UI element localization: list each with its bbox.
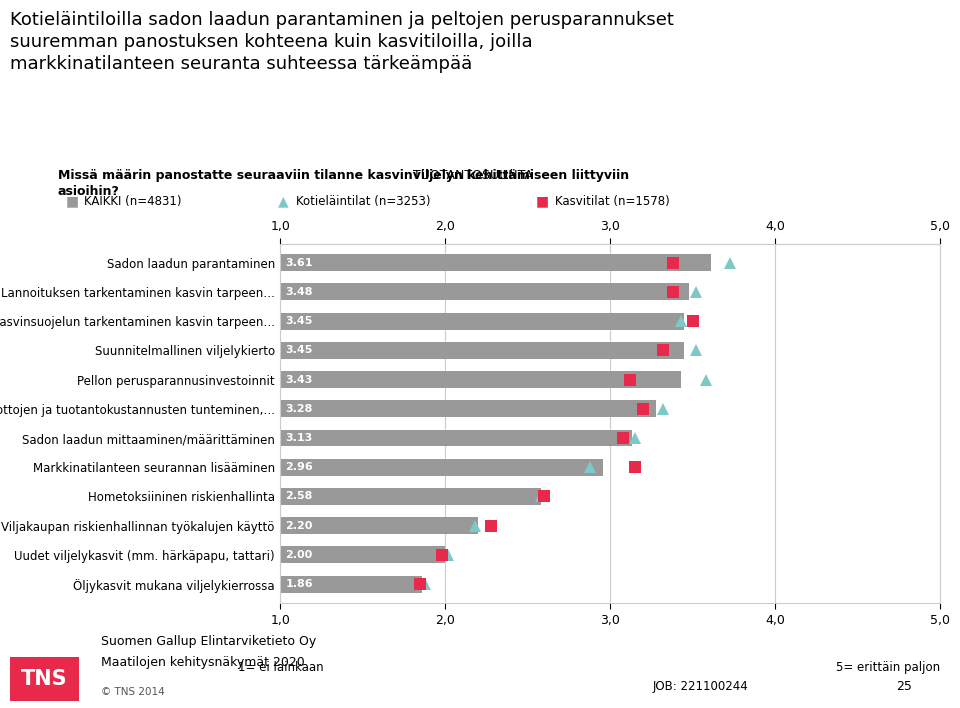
Bar (280, 576, 422, 593)
Text: Kotieläintiloilla sadon laadun parantaminen ja peltojen perusparannukset
suuremm: Kotieläintiloilla sadon laadun parantami… (10, 11, 674, 73)
Text: 1.86: 1.86 (285, 579, 313, 589)
Bar (280, 312, 684, 329)
Text: JOB: 221100244: JOB: 221100244 (653, 680, 749, 693)
Text: ■: ■ (536, 195, 549, 209)
Text: 2.96: 2.96 (285, 462, 313, 472)
Text: 1= ei lainkaan: 1= ei lainkaan (237, 661, 324, 674)
Text: 2.00: 2.00 (285, 550, 313, 560)
Text: Suomen Gallup Elintarviketieto Oy: Suomen Gallup Elintarviketieto Oy (101, 635, 316, 648)
Text: Missä määrin panostatte seuraaviin tilanne kasvinviljelyn kehittämiseen liittyvi: Missä määrin panostatte seuraaviin tilan… (58, 169, 629, 198)
Bar (280, 371, 681, 388)
Bar (280, 283, 689, 300)
Text: © TNS 2014: © TNS 2014 (101, 687, 164, 697)
Text: TUOTANTOSUUNTA: TUOTANTOSUUNTA (413, 169, 533, 181)
Text: 3.45: 3.45 (285, 346, 313, 355)
Text: 3.28: 3.28 (285, 404, 313, 413)
Text: 3.43: 3.43 (285, 375, 313, 384)
Bar (280, 459, 604, 476)
Bar (280, 342, 684, 359)
Bar (280, 430, 632, 447)
Text: Maatilojen kehitysnäkymät 2020: Maatilojen kehitysnäkymät 2020 (101, 656, 304, 669)
Text: 3.48: 3.48 (285, 287, 313, 297)
Text: Kotieläintilat (n=3253): Kotieläintilat (n=3253) (296, 195, 430, 208)
Text: KAIKKI (n=4831): KAIKKI (n=4831) (84, 195, 182, 208)
Bar (280, 518, 478, 535)
Text: 3.45: 3.45 (285, 316, 313, 326)
Text: ▲: ▲ (277, 195, 289, 209)
Bar (280, 254, 710, 271)
Text: 3.13: 3.13 (285, 433, 313, 443)
Text: Kasvitilat (n=1578): Kasvitilat (n=1578) (555, 195, 670, 208)
Bar (280, 547, 445, 564)
Text: ■: ■ (65, 195, 79, 209)
Bar (280, 488, 540, 505)
Text: 3.61: 3.61 (285, 258, 313, 268)
Bar (280, 400, 657, 417)
Text: 5= erittäin paljon: 5= erittäin paljon (836, 661, 940, 674)
Text: 25: 25 (896, 680, 912, 693)
Text: 2.58: 2.58 (285, 491, 313, 501)
Text: TNS: TNS (21, 669, 67, 689)
Text: 2.20: 2.20 (285, 520, 313, 531)
